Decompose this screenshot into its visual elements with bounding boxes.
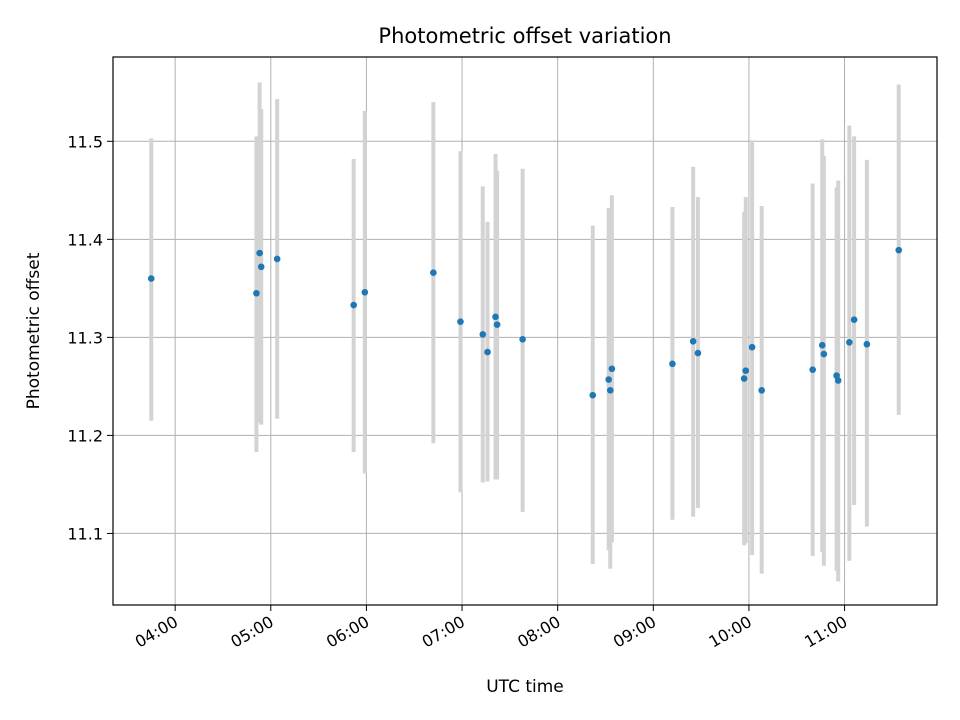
- data-point: [818, 341, 826, 349]
- data-point: [740, 375, 748, 382]
- data-point: [758, 387, 765, 394]
- data-point: [820, 350, 828, 358]
- data-point: [606, 387, 614, 394]
- data-point: [809, 366, 816, 374]
- data-point: [457, 318, 464, 325]
- y-axis-title: Photometric offset: [24, 252, 44, 409]
- data-point: [669, 360, 676, 368]
- y-tick-label: 11.3: [67, 328, 103, 347]
- y-tick-label: 11.5: [67, 132, 103, 151]
- data-point: [479, 331, 487, 338]
- data-point: [895, 246, 903, 254]
- data-points: [147, 246, 903, 399]
- data-point: [748, 343, 756, 351]
- data-point: [492, 313, 499, 321]
- y-tick-label: 11.1: [67, 524, 103, 543]
- data-point: [493, 321, 501, 328]
- data-point: [273, 255, 281, 263]
- grid-lines: [113, 57, 937, 605]
- y-tick-label: 11.4: [67, 230, 103, 249]
- data-point: [742, 367, 750, 375]
- data-point: [608, 365, 616, 373]
- data-point: [256, 249, 263, 257]
- data-point: [605, 376, 612, 383]
- data-point: [589, 391, 597, 399]
- data-point: [350, 301, 357, 309]
- x-axis-title: UTC time: [486, 677, 564, 697]
- data-point: [863, 340, 871, 348]
- plot-frame: [112, 56, 938, 606]
- y-tick-label: 11.2: [67, 426, 103, 445]
- data-point: [846, 338, 853, 346]
- data-point: [689, 337, 697, 345]
- data-point: [850, 316, 858, 324]
- data-point: [253, 289, 260, 297]
- data-point: [834, 377, 842, 384]
- data-point: [147, 275, 155, 282]
- chart-title: Photometric offset variation: [378, 24, 671, 48]
- data-point: [694, 349, 702, 357]
- data-point: [430, 269, 437, 276]
- data-point: [361, 288, 369, 296]
- data-point: [484, 348, 491, 356]
- data-point: [519, 336, 526, 343]
- data-point: [257, 263, 265, 271]
